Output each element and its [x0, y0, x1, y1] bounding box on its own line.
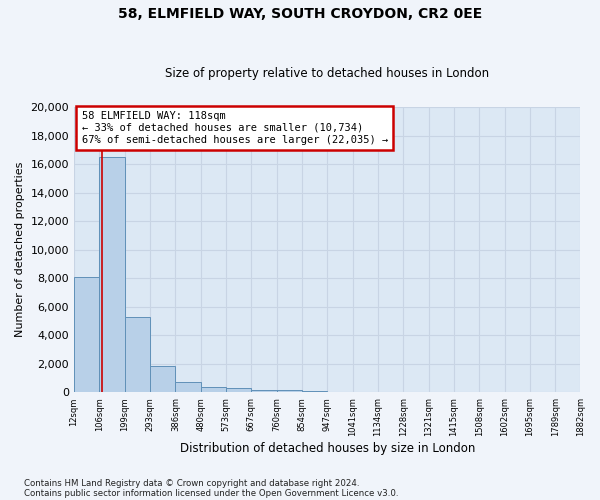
Bar [175, 382, 200, 392]
Title: Size of property relative to detached houses in London: Size of property relative to detached ho… [165, 66, 490, 80]
Bar [277, 390, 302, 392]
Bar [302, 391, 327, 392]
Bar [74, 277, 100, 392]
Bar [150, 366, 175, 392]
Bar [100, 157, 125, 392]
Bar [200, 388, 226, 392]
Y-axis label: Number of detached properties: Number of detached properties [15, 162, 25, 338]
Text: Contains HM Land Registry data © Crown copyright and database right 2024.: Contains HM Land Registry data © Crown c… [24, 478, 359, 488]
Text: Contains public sector information licensed under the Open Government Licence v3: Contains public sector information licen… [24, 488, 398, 498]
Bar [251, 390, 277, 392]
Text: 58, ELMFIELD WAY, SOUTH CROYDON, CR2 0EE: 58, ELMFIELD WAY, SOUTH CROYDON, CR2 0EE [118, 8, 482, 22]
X-axis label: Distribution of detached houses by size in London: Distribution of detached houses by size … [179, 442, 475, 455]
Bar [226, 388, 251, 392]
Bar [125, 317, 150, 392]
Text: 58 ELMFIELD WAY: 118sqm
← 33% of detached houses are smaller (10,734)
67% of sem: 58 ELMFIELD WAY: 118sqm ← 33% of detache… [82, 112, 388, 144]
